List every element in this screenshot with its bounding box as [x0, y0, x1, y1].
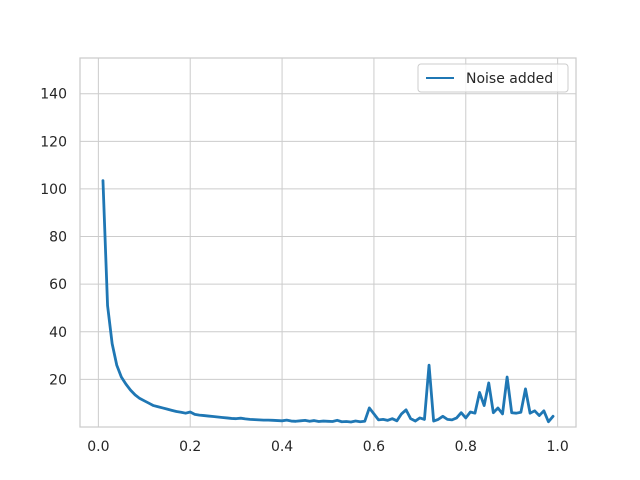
- plot-background: [80, 58, 576, 427]
- y-tick-label: 120: [40, 134, 67, 150]
- x-tick-label: 1.0: [546, 439, 568, 455]
- series-line-0: [101, 179, 555, 424]
- plot-frame: [79, 57, 577, 428]
- legend-label-noise-added: Noise added: [466, 71, 553, 87]
- tick-labels: 0.0 0.2 0.4 0.6 0.8 1.0 20 40 60 80 100 120 140: [40, 87, 568, 455]
- y-tick-label: 20: [49, 372, 67, 388]
- y-tick-label: 100: [40, 182, 67, 198]
- x-tick-label: 0.2: [179, 439, 201, 455]
- x-tick-label: 0.4: [271, 439, 293, 455]
- legend: Noise added: [417, 63, 569, 93]
- x-tick-label: 0.8: [455, 439, 477, 455]
- y-tick-label: 60: [49, 277, 67, 293]
- x-tick-label: 0.6: [363, 439, 385, 455]
- y-tick-label: 140: [40, 87, 67, 103]
- y-tick-label: 80: [49, 230, 67, 246]
- x-tick-label: 0.0: [87, 439, 109, 455]
- grid-lines: [80, 58, 576, 427]
- y-tick-label: 40: [49, 325, 67, 341]
- legend-box: [417, 63, 569, 93]
- series-layer: [101, 179, 555, 424]
